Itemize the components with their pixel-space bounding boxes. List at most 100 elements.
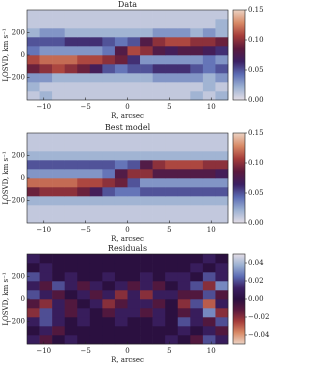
heat-cell bbox=[190, 178, 204, 188]
heat-cell bbox=[215, 272, 229, 282]
heat-cell bbox=[27, 299, 40, 309]
heat-cell bbox=[102, 317, 116, 327]
heat-cell bbox=[202, 281, 216, 291]
heat-cell bbox=[64, 196, 78, 206]
heat-cell bbox=[190, 263, 204, 273]
heat-cell bbox=[215, 55, 229, 65]
x-tick-label: −10 bbox=[36, 347, 51, 355]
heat-cell bbox=[114, 290, 128, 300]
heat-cell bbox=[114, 142, 128, 152]
heat-cell bbox=[127, 178, 141, 188]
heat-cell bbox=[140, 335, 153, 345]
heat-cell bbox=[127, 205, 141, 215]
heat-cell bbox=[77, 169, 91, 179]
heat-cell bbox=[202, 299, 216, 309]
heat-cell bbox=[140, 133, 153, 143]
heat-cell bbox=[127, 299, 141, 309]
x-tick-label: 0 bbox=[125, 347, 129, 355]
heat-cell bbox=[39, 308, 53, 318]
heat-cell bbox=[27, 196, 40, 206]
heat-cell bbox=[27, 290, 40, 300]
y-axis-label: LOSVD, km s⁻¹ bbox=[2, 28, 10, 81]
heat-cell bbox=[102, 19, 116, 29]
heat-cell bbox=[190, 82, 204, 92]
heat-cell bbox=[215, 205, 229, 215]
heat-cell bbox=[152, 272, 166, 282]
heat-cell bbox=[165, 91, 179, 101]
heat-cell bbox=[39, 187, 53, 197]
heat-cell bbox=[202, 263, 216, 273]
heat-cell bbox=[114, 335, 128, 345]
heat-cell bbox=[89, 272, 103, 282]
heat-cell bbox=[52, 272, 65, 282]
heat-cell bbox=[127, 263, 141, 273]
heat-cell bbox=[165, 317, 179, 327]
heat-cell bbox=[140, 299, 153, 309]
heat-cell bbox=[52, 91, 65, 101]
heat-cell bbox=[39, 19, 53, 29]
heat-cell bbox=[52, 205, 65, 215]
panel-title: Residuals bbox=[108, 244, 147, 253]
heat-cell bbox=[52, 82, 65, 92]
heat-cell bbox=[89, 169, 103, 179]
heat-cell bbox=[190, 169, 204, 179]
heat-cell bbox=[77, 178, 91, 188]
heat-cell bbox=[140, 308, 153, 318]
heat-cell bbox=[152, 290, 166, 300]
heat-cell bbox=[77, 64, 91, 74]
heat-cell bbox=[102, 169, 116, 179]
heat-cell bbox=[177, 335, 191, 345]
heat-cell bbox=[177, 205, 191, 215]
heat-cell bbox=[52, 299, 65, 309]
heat-cell bbox=[152, 205, 166, 215]
heat-cell bbox=[102, 151, 116, 161]
colorbar-tick-label: 0.15 bbox=[248, 6, 264, 14]
heat-cell bbox=[215, 142, 229, 152]
heat-cell bbox=[152, 37, 166, 47]
heat-cell bbox=[89, 133, 103, 143]
colorbar bbox=[232, 253, 246, 345]
heat-cell bbox=[89, 28, 103, 38]
heat-cell bbox=[165, 55, 179, 65]
heat-cell bbox=[202, 178, 216, 188]
heat-cell bbox=[77, 326, 91, 336]
heat-cell bbox=[202, 142, 216, 152]
heat-cell bbox=[190, 205, 204, 215]
heat-cell bbox=[152, 254, 166, 264]
heat-cell bbox=[52, 55, 65, 65]
colorbar-tick-label: 0.00 bbox=[248, 219, 264, 227]
y-tick-label: −200 bbox=[6, 318, 25, 326]
heat-cell bbox=[39, 254, 53, 264]
heat-cell bbox=[89, 254, 103, 264]
heat-cell bbox=[215, 91, 229, 101]
heat-cell bbox=[102, 335, 116, 345]
x-axis-label: R, arcsec bbox=[111, 112, 144, 120]
heat-cell bbox=[165, 205, 179, 215]
x-tick-label: 5 bbox=[167, 347, 171, 355]
y-axis-label: LOSVD, km s⁻¹ bbox=[2, 272, 10, 325]
y-tick-label: 0 bbox=[21, 51, 25, 59]
heat-cell bbox=[27, 317, 40, 327]
heat-cell bbox=[202, 37, 216, 47]
heat-cell bbox=[39, 133, 53, 143]
heat-cell bbox=[102, 263, 116, 273]
heat-cell bbox=[202, 55, 216, 65]
heat-cell bbox=[177, 133, 191, 143]
heat-cell bbox=[39, 37, 53, 47]
heat-cell bbox=[77, 19, 91, 29]
heat-cell bbox=[64, 73, 78, 83]
y-tick-label: 200 bbox=[12, 152, 25, 160]
heat-cell bbox=[102, 326, 116, 336]
heat-cell bbox=[27, 169, 40, 179]
colorbar bbox=[232, 132, 246, 224]
heat-cell bbox=[52, 10, 65, 20]
x-tick-label: 5 bbox=[167, 226, 171, 234]
heat-cell bbox=[27, 272, 40, 282]
heat-cell bbox=[177, 178, 191, 188]
heat-cell bbox=[39, 151, 53, 161]
heat-cell bbox=[114, 169, 128, 179]
heat-cell bbox=[102, 160, 116, 170]
heat-cell bbox=[114, 91, 128, 101]
heat-cell bbox=[102, 73, 116, 83]
heat-cell bbox=[165, 214, 179, 224]
